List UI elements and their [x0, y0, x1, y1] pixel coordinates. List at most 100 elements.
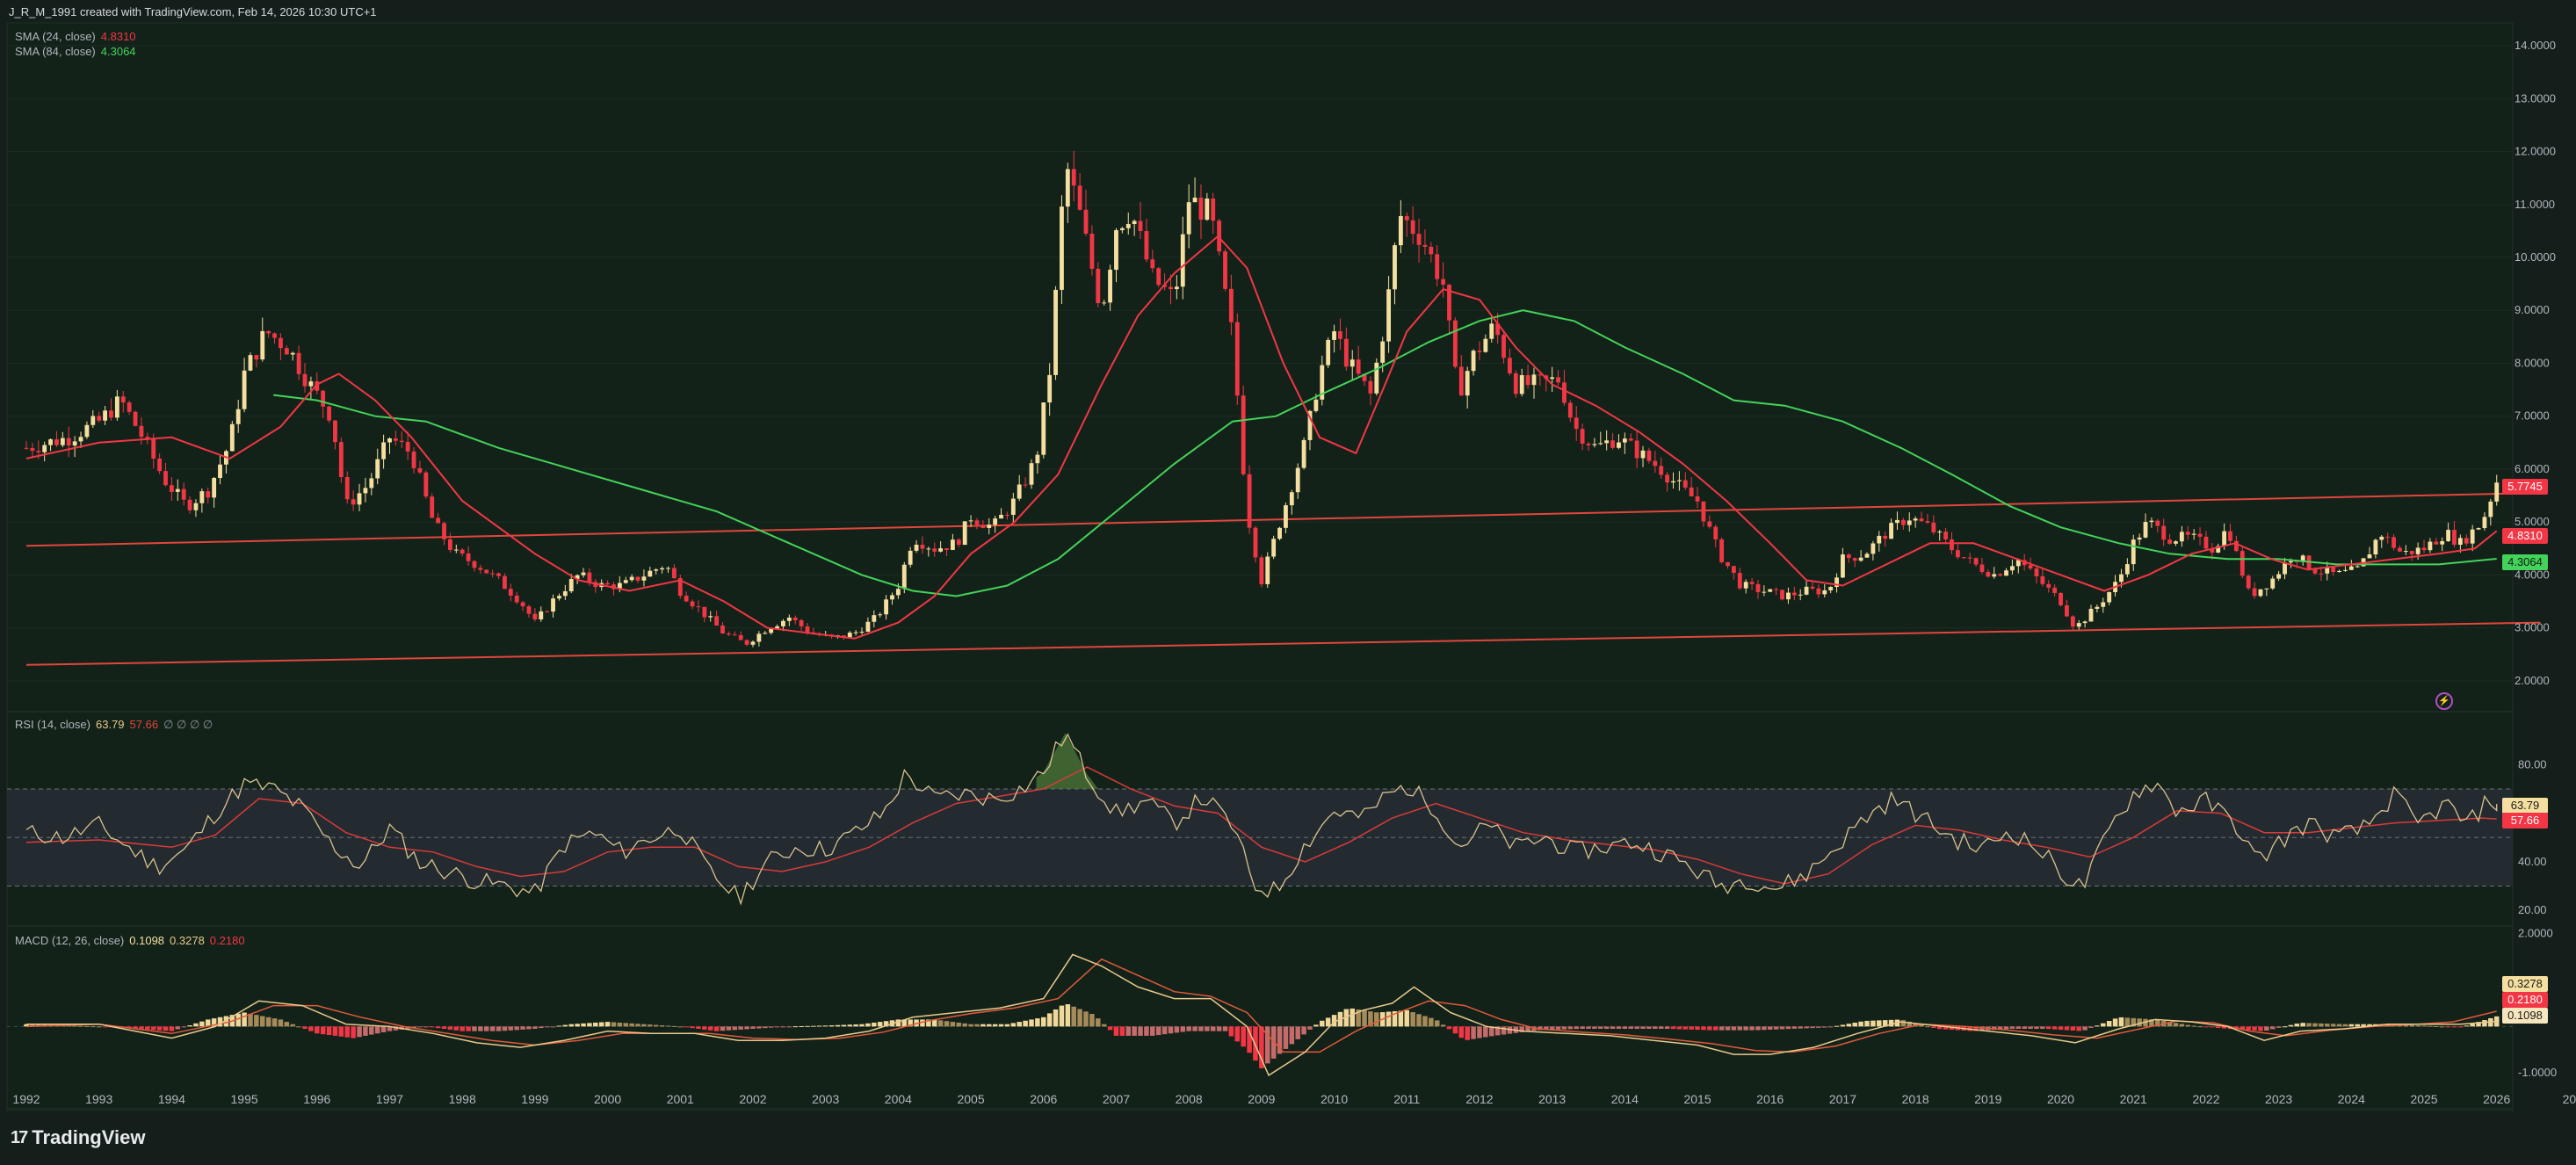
- candle-body: [1441, 279, 1446, 285]
- price-tag-last: 5.7745: [2502, 479, 2548, 495]
- candle-body: [1640, 450, 1646, 459]
- candle-body: [1810, 586, 1815, 589]
- candle-body: [648, 570, 653, 577]
- candle-body: [1332, 331, 1336, 340]
- macd-hist-bar: [750, 1026, 756, 1029]
- macd-hist-bar: [1331, 1015, 1337, 1027]
- candle-body: [1598, 443, 1603, 445]
- macd-hist-bar: [998, 1024, 1004, 1027]
- candle-body: [562, 590, 568, 597]
- candle-body: [24, 447, 29, 449]
- candle-body: [1870, 543, 1876, 554]
- macd-hist-bar: [1531, 1026, 1537, 1031]
- macd-hist-bar: [1707, 1026, 1712, 1031]
- macd-hist-bar: [332, 1026, 338, 1036]
- macd-hist-bar: [489, 1026, 496, 1031]
- x-tick-label: 2017: [1829, 1092, 1856, 1106]
- candle-body: [212, 478, 217, 498]
- candle-body: [321, 390, 326, 407]
- macd-hist-bar: [205, 1019, 211, 1027]
- macd-hist-bar: [2439, 1026, 2445, 1028]
- macd-hist-bar: [1222, 1026, 1228, 1031]
- candle-body: [133, 411, 138, 426]
- macd-hist-bar: [1004, 1024, 1010, 1027]
- candle-body: [1295, 467, 1300, 493]
- candle-body: [369, 478, 374, 488]
- macd-hist-bar: [526, 1026, 532, 1030]
- candle-body: [514, 595, 519, 603]
- tradingview-logo[interactable]: 17 TradingView: [11, 1126, 145, 1149]
- candle-body: [496, 573, 501, 576]
- candle-body: [393, 438, 398, 441]
- candle-body: [1452, 320, 1458, 367]
- macd-hist-bar: [1653, 1026, 1658, 1029]
- macd-hist-bar: [1701, 1026, 1706, 1031]
- macd-hist-bar: [1494, 1026, 1501, 1036]
- candle-body: [617, 582, 622, 590]
- macd-hist-bar: [744, 1026, 749, 1030]
- x-tick-label: 2020: [2047, 1092, 2074, 1106]
- x-tick-label: 2025: [2410, 1092, 2437, 1106]
- x-tick-label: 20: [2563, 1092, 2576, 1106]
- macd-hist-bar: [435, 1026, 441, 1029]
- candle-body: [666, 568, 670, 569]
- macd-hist-bar: [2264, 1026, 2269, 1031]
- macd-hist-bar: [1834, 1025, 1840, 1027]
- legend-macd[interactable]: MACD (12, 26, close) 0.1098 0.3278 0.2180: [15, 934, 245, 947]
- candle-body: [2240, 551, 2245, 576]
- macd-hist-bar: [763, 1026, 768, 1029]
- alert-bolt-icon[interactable]: ⚡: [2435, 692, 2453, 710]
- macd-hist-bar: [1791, 1026, 1798, 1029]
- candle-body: [175, 488, 180, 492]
- macd-hist-bar: [1356, 1009, 1361, 1027]
- x-tick-label: 2000: [594, 1092, 621, 1106]
- candle-body: [169, 485, 174, 492]
- macd-hist-bar: [713, 1026, 720, 1031]
- macd-hist-bar: [968, 1024, 973, 1027]
- macd-hist-bar: [1567, 1026, 1574, 1030]
- legend-sma24[interactable]: SMA (24, close) 4.8310: [15, 30, 136, 43]
- macd-hist-bar: [1362, 1010, 1367, 1027]
- macd-hist-bar: [2342, 1024, 2348, 1027]
- candle-body: [974, 520, 980, 525]
- macd-hist-bar: [393, 1026, 399, 1031]
- candle-body: [2415, 547, 2420, 554]
- legend-rsi[interactable]: RSI (14, close) 63.79 57.66 ∅ ∅ ∅ ∅: [15, 718, 213, 732]
- macd-hist-bar: [1398, 1010, 1404, 1027]
- macd-hist-bar: [1477, 1026, 1482, 1038]
- candle-body: [1223, 251, 1227, 289]
- x-tick-label: 2015: [1683, 1092, 1711, 1106]
- candle-body: [357, 493, 362, 505]
- candle-body: [1574, 417, 1579, 430]
- legend-macd-label: MACD (12, 26, close): [15, 934, 125, 947]
- macd-hist-bar: [1138, 1026, 1143, 1036]
- candle-body: [914, 545, 919, 551]
- candle-body: [1422, 244, 1428, 247]
- candle-body: [1610, 440, 1615, 448]
- candle-body: [120, 396, 126, 403]
- candle-body: [581, 572, 586, 575]
- x-tick-label: 2002: [739, 1092, 766, 1106]
- legend-sma84[interactable]: SMA (84, close) 4.3064: [15, 45, 136, 58]
- candle-body: [1780, 590, 1784, 600]
- macd-hist-bar: [1779, 1026, 1785, 1030]
- candle-body: [442, 523, 446, 539]
- candle-body: [151, 438, 156, 459]
- candle-body: [2131, 539, 2136, 565]
- macd-hist-bar: [78, 1025, 83, 1027]
- legend-rsi-value2: 57.66: [129, 718, 159, 731]
- macd-hist-bar: [581, 1023, 586, 1027]
- candle-body: [490, 573, 496, 575]
- candle-body: [109, 410, 113, 418]
- candle-body: [1580, 429, 1585, 444]
- macd-hist-bar: [2143, 1018, 2148, 1027]
- macd-hist-bar: [1035, 1018, 1040, 1027]
- candle-body: [756, 633, 762, 642]
- macd-signal-line: [25, 958, 2497, 1053]
- macd-hist-bar: [150, 1026, 156, 1031]
- macd-hist-bar: [865, 1023, 871, 1027]
- macd-hist-bar: [453, 1026, 459, 1031]
- candle-body: [447, 539, 452, 550]
- candle-body: [2470, 529, 2475, 544]
